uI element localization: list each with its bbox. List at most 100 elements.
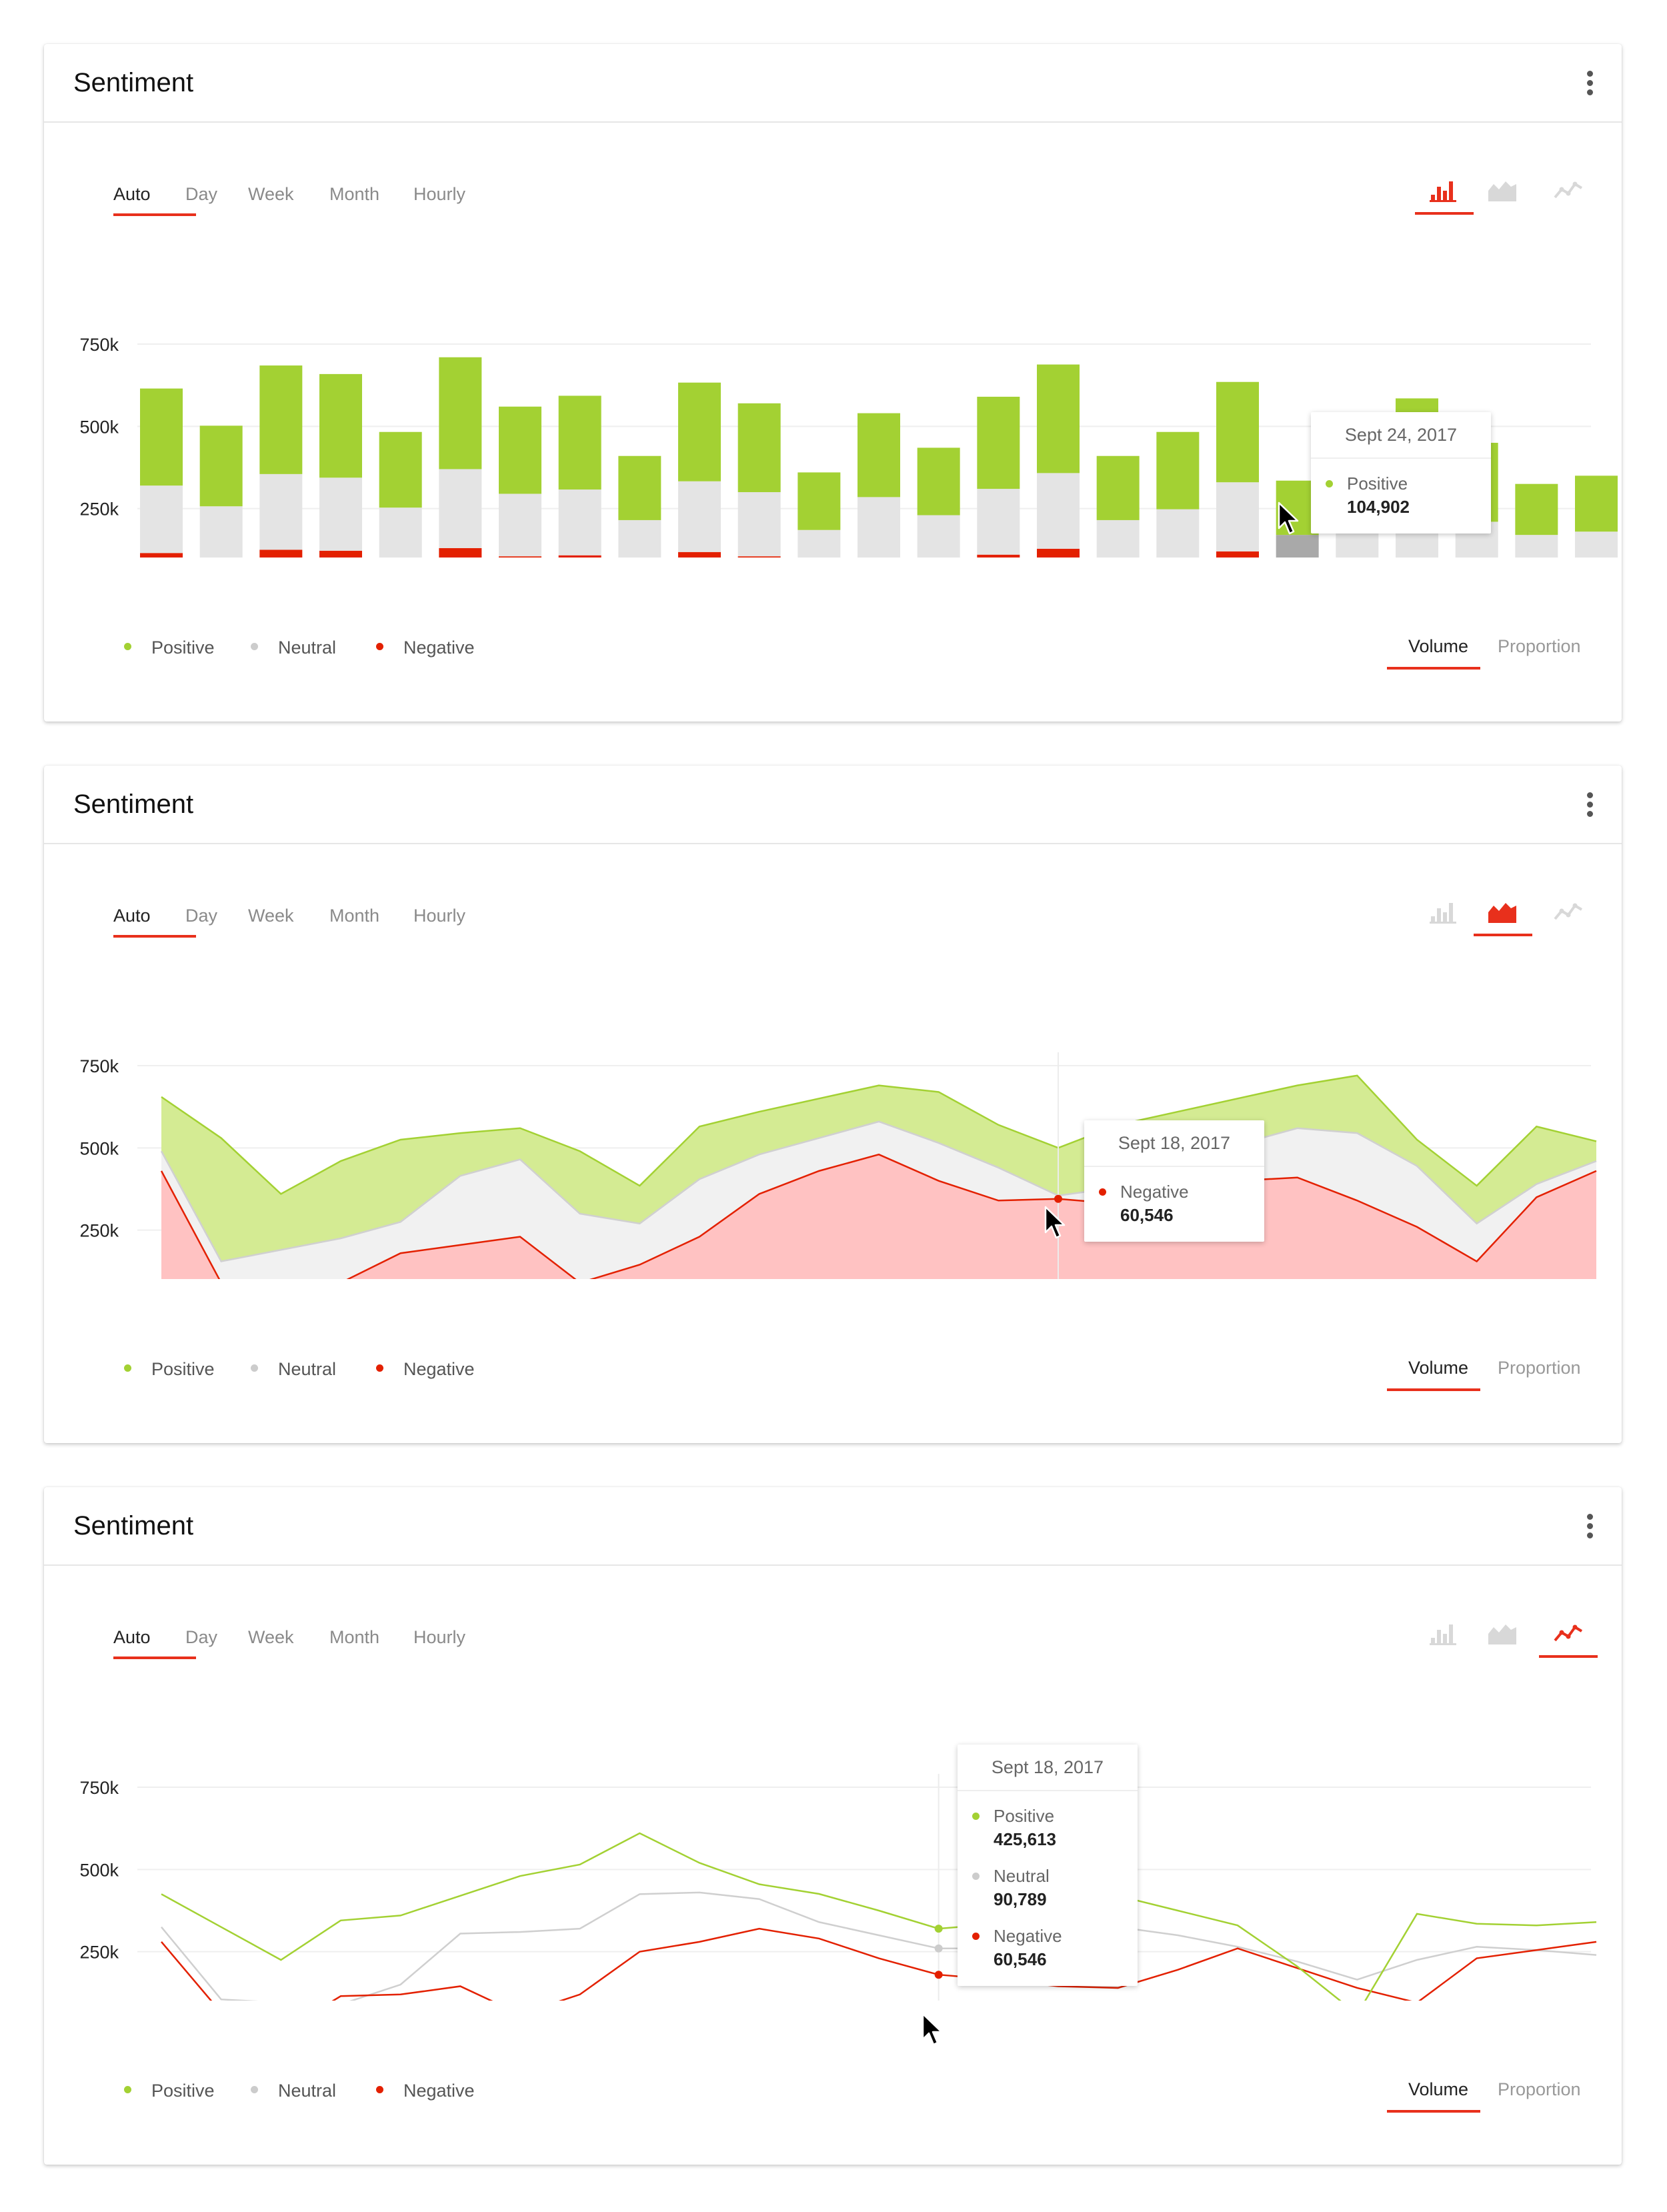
bar-positive[interactable] — [199, 425, 243, 507]
legend-item-positive[interactable]: Positive — [124, 1359, 215, 1380]
mode-volume[interactable]: Volume — [1408, 2079, 1469, 2099]
bar-negative[interactable] — [558, 555, 601, 558]
tab-hourly[interactable]: Hourly — [413, 906, 466, 926]
bar-positive[interactable] — [737, 403, 781, 492]
line-positive[interactable] — [161, 1832, 1597, 2001]
more-vertical-icon[interactable] — [1583, 1514, 1596, 1540]
bar-neutral[interactable] — [1575, 531, 1618, 558]
bar-neutral[interactable] — [1156, 509, 1200, 558]
bar-negative[interactable] — [1216, 551, 1259, 558]
bar-positive[interactable] — [1096, 455, 1140, 520]
bar-chart-toggle[interactable] — [1415, 175, 1474, 215]
bar-negative[interactable] — [737, 556, 781, 558]
line-negative[interactable] — [161, 1927, 1597, 2001]
bar-neutral[interactable] — [319, 477, 362, 551]
bar-neutral[interactable] — [140, 485, 183, 554]
bar-neutral[interactable] — [1037, 473, 1080, 549]
line-chart-toggle[interactable] — [1539, 1618, 1598, 1658]
bar-chart-toggle[interactable] — [1415, 1618, 1474, 1658]
bar-negative[interactable] — [140, 553, 183, 558]
bar-neutral[interactable] — [618, 519, 661, 558]
area-chart-toggle[interactable] — [1474, 1618, 1532, 1658]
more-vertical-icon[interactable] — [1583, 71, 1596, 97]
tab-hourly[interactable]: Hourly — [413, 1627, 466, 1647]
legend-item-positive[interactable]: Positive — [124, 2081, 215, 2101]
line-neutral[interactable] — [161, 1891, 1597, 2001]
bar-positive[interactable] — [140, 388, 183, 486]
point-neutral[interactable] — [934, 1944, 943, 1953]
bar-neutral[interactable] — [259, 473, 303, 550]
bar-positive[interactable] — [977, 396, 1020, 489]
tab-auto[interactable]: Auto — [113, 906, 151, 926]
tab-day[interactable]: Day — [185, 906, 218, 926]
bar-positive[interactable] — [1216, 381, 1259, 483]
bar-neutral[interactable] — [1216, 482, 1259, 551]
bar-neutral[interactable] — [1515, 535, 1558, 558]
tab-month[interactable]: Month — [329, 906, 380, 926]
mode-volume[interactable]: Volume — [1408, 636, 1469, 656]
bar-positive[interactable] — [797, 472, 841, 530]
bar-positive[interactable] — [1515, 483, 1558, 535]
bar-positive[interactable] — [858, 413, 900, 497]
mode-proportion[interactable]: Proportion — [1498, 636, 1581, 656]
tab-week[interactable]: Week — [248, 184, 294, 204]
bar-positive[interactable] — [259, 365, 303, 474]
bar-neutral[interactable] — [917, 515, 960, 558]
bar-positive[interactable] — [319, 373, 362, 478]
bar-neutral[interactable] — [499, 493, 541, 557]
mode-proportion[interactable]: Proportion — [1498, 1358, 1581, 1378]
legend-item-neutral[interactable]: Neutral — [251, 638, 336, 658]
tab-week[interactable]: Week — [248, 1627, 294, 1647]
bar-negative[interactable] — [319, 550, 362, 558]
bar-positive[interactable] — [1156, 431, 1200, 509]
area-chart-toggle[interactable] — [1474, 896, 1532, 936]
legend-item-neutral[interactable]: Neutral — [251, 1359, 336, 1380]
bar-neutral[interactable] — [439, 469, 482, 548]
bar-negative[interactable] — [678, 551, 721, 558]
tab-auto[interactable]: Auto — [113, 184, 151, 204]
bar-positive[interactable] — [678, 382, 721, 481]
bar-positive[interactable] — [917, 447, 960, 515]
bar-chart-toggle[interactable] — [1415, 896, 1474, 936]
more-vertical-icon[interactable] — [1583, 792, 1596, 819]
bar-negative[interactable] — [1037, 548, 1080, 558]
bar-neutral[interactable] — [1096, 519, 1140, 558]
tab-auto[interactable]: Auto — [113, 1627, 151, 1647]
bar-positive[interactable] — [1575, 475, 1618, 532]
tab-month[interactable]: Month — [329, 1627, 380, 1647]
bar-positive[interactable] — [439, 357, 482, 469]
bar-neutral[interactable] — [737, 492, 781, 557]
line-chart-toggle[interactable] — [1539, 175, 1598, 215]
bar-positive[interactable] — [499, 406, 541, 494]
bar-neutral[interactable] — [558, 489, 601, 556]
bar-negative[interactable] — [499, 556, 541, 558]
legend-item-negative[interactable]: Negative — [376, 638, 475, 658]
point-negative[interactable] — [934, 1971, 943, 1979]
point-negative[interactable] — [1054, 1194, 1062, 1203]
legend-item-negative[interactable]: Negative — [376, 1359, 475, 1380]
legend-item-positive[interactable]: Positive — [124, 638, 215, 658]
bar-neutral[interactable] — [379, 507, 422, 558]
mode-proportion[interactable]: Proportion — [1498, 2079, 1581, 2099]
bar-positive[interactable] — [1037, 364, 1080, 473]
tab-day[interactable]: Day — [185, 184, 218, 204]
legend-item-negative[interactable]: Negative — [376, 2081, 475, 2101]
tab-day[interactable]: Day — [185, 1627, 218, 1647]
bar-negative[interactable] — [439, 547, 482, 558]
bar-negative[interactable] — [977, 554, 1020, 558]
line-chart-toggle[interactable] — [1539, 896, 1598, 936]
point-positive[interactable] — [934, 1925, 943, 1933]
bar-positive[interactable] — [618, 455, 661, 520]
bar-neutral[interactable] — [858, 497, 900, 558]
legend-item-neutral[interactable]: Neutral — [251, 2081, 336, 2101]
bar-neutral[interactable] — [977, 489, 1020, 555]
bar-neutral[interactable] — [199, 506, 243, 558]
tab-week[interactable]: Week — [248, 906, 294, 926]
area-chart-toggle[interactable] — [1474, 175, 1532, 215]
bar-neutral[interactable] — [1276, 535, 1319, 558]
mode-volume[interactable]: Volume — [1408, 1358, 1469, 1378]
bar-neutral[interactable] — [678, 481, 721, 552]
bar-positive[interactable] — [379, 431, 422, 508]
bar-positive[interactable] — [558, 395, 601, 490]
tab-month[interactable]: Month — [329, 184, 380, 204]
